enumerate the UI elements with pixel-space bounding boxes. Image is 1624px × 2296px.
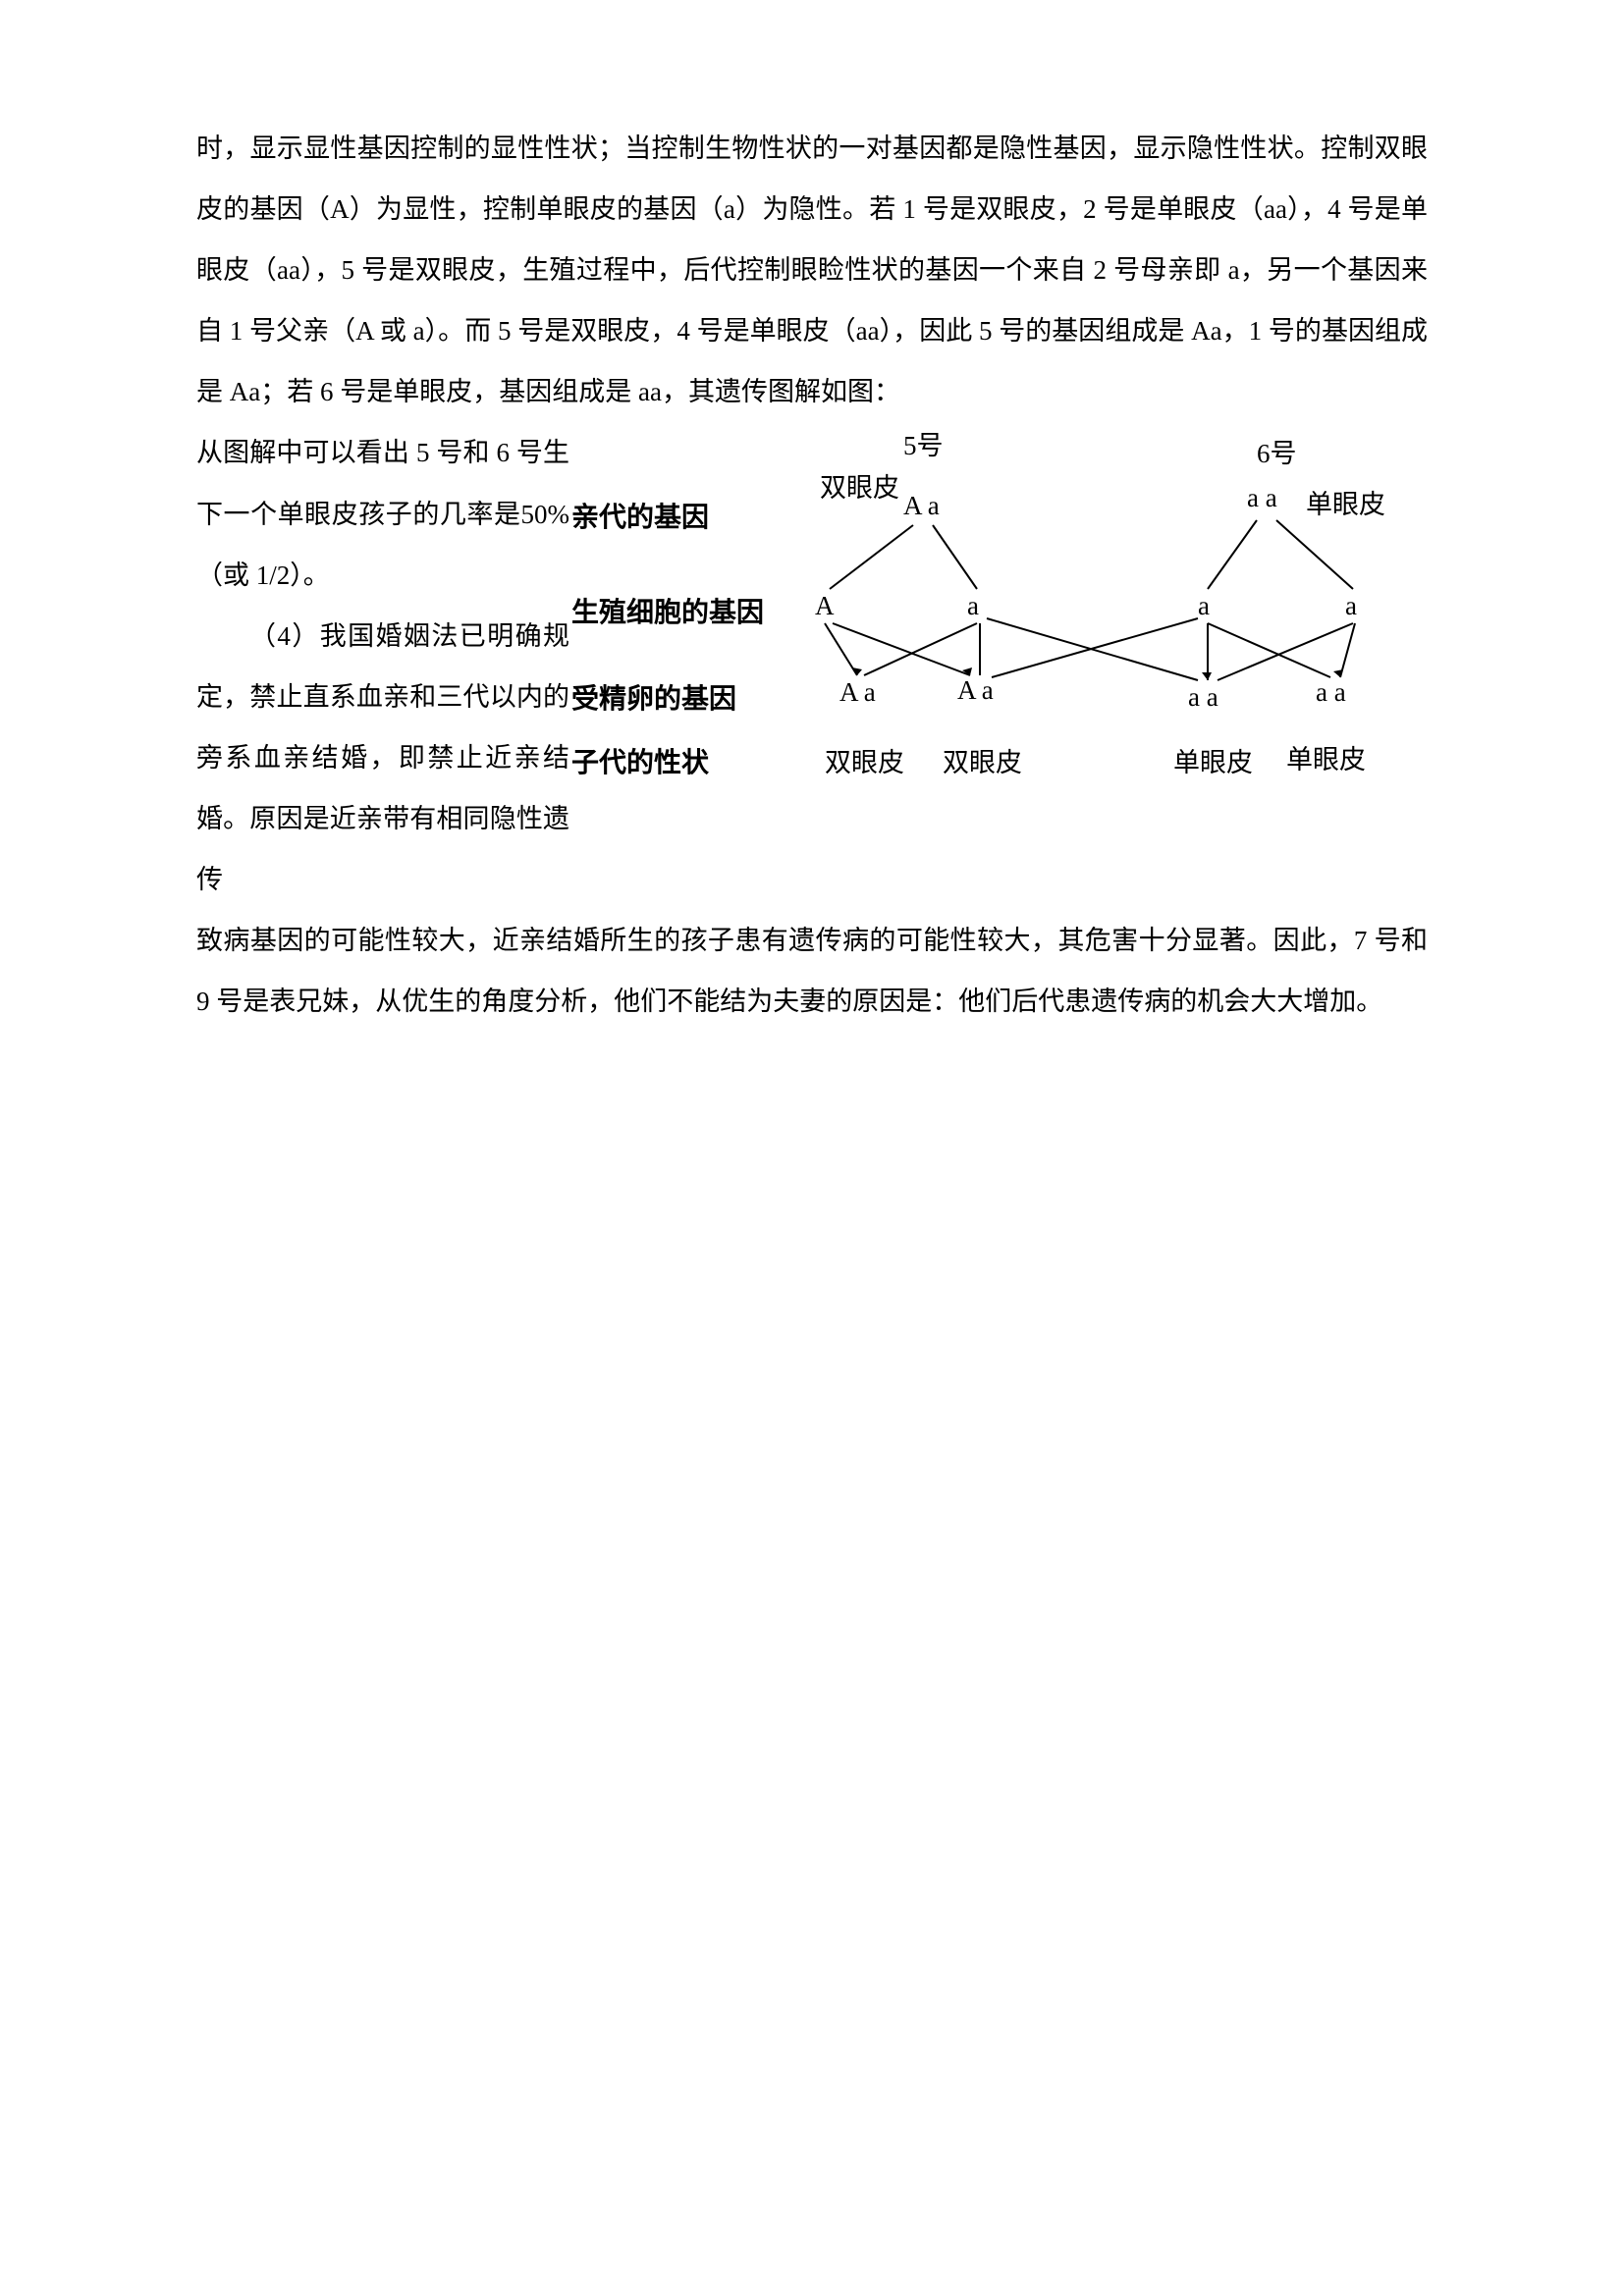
paragraph-2b: （4）我国婚姻法已明确规定，禁止直系血亲和三代以内的旁系血亲结婚，即禁止近亲结婚… xyxy=(196,606,569,910)
genetics-diagram: 亲代的基因 生殖细胞的基因 受精卵的基因 子代的性状 5号 6号 双眼皮 A a… xyxy=(569,422,1428,795)
paragraph-2a: 从图解中可以看出 5 号和 6 号生下一个单眼皮孩子的几率是50%（或 1/2）… xyxy=(196,422,569,605)
paragraph-1: 时，显示显性基因控制的显性性状；当控制生物性状的一对基因都是隐性基因，显示隐性性… xyxy=(196,118,1428,422)
paragraph-3: 致病基因的可能性较大，近亲结婚所生的孩子患有遗传病的可能性较大，其危害十分显著。… xyxy=(196,910,1428,1032)
diagram-lines xyxy=(569,422,1424,795)
diagram-and-text-section: 从图解中可以看出 5 号和 6 号生下一个单眼皮孩子的几率是50%（或 1/2）… xyxy=(196,422,1428,910)
